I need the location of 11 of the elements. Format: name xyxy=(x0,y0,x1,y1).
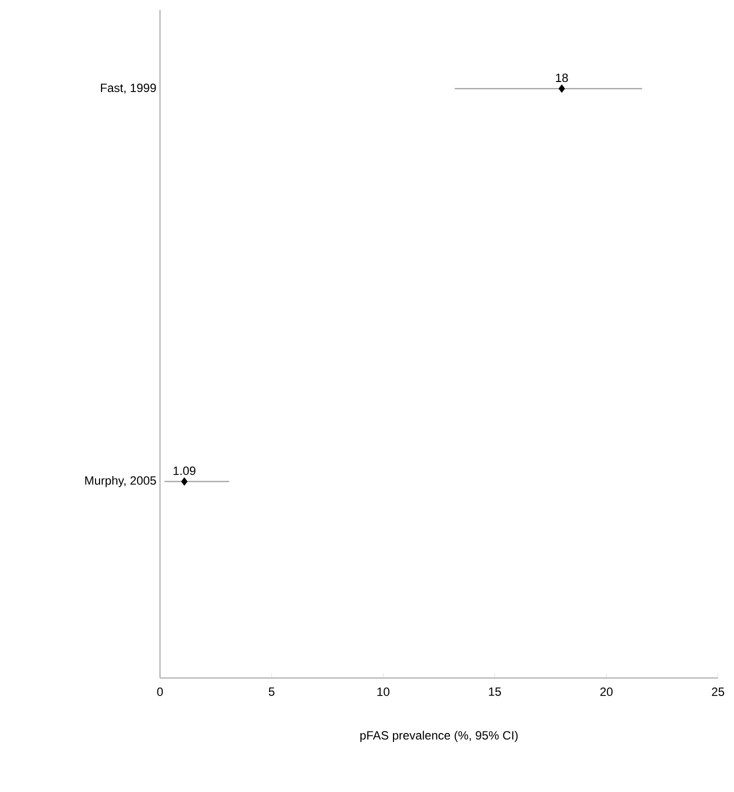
data-label: 18 xyxy=(556,74,568,82)
x-tick-label: 20 xyxy=(600,688,613,696)
x-tick-label: 15 xyxy=(489,688,501,696)
y-tick-label: Murphy, 2005 xyxy=(85,476,156,488)
x-tick-label: 25 xyxy=(712,688,724,696)
x-tick-label: 5 xyxy=(268,688,274,696)
x-tick-label: 0 xyxy=(157,688,163,696)
data-label: 1.09 xyxy=(174,466,196,476)
x-tick-label: 10 xyxy=(377,688,390,696)
x-axis-title: pFAS prevalence (%, 95% CI) xyxy=(360,730,518,742)
y-tick-label: Fast, 1999 xyxy=(100,84,156,94)
